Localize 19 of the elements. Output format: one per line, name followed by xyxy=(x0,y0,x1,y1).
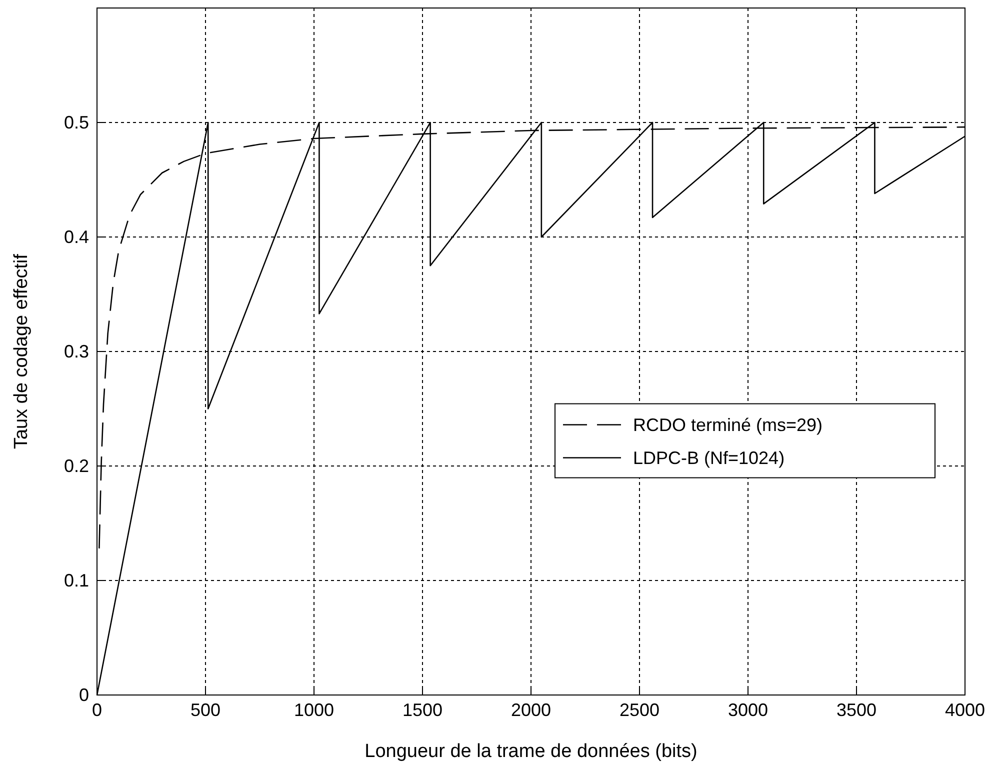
y-tick-label: 0 xyxy=(78,684,89,705)
x-tick-label: 500 xyxy=(190,700,221,720)
y-tick-label: 0.2 xyxy=(64,456,89,476)
x-tick-label: 2500 xyxy=(619,700,660,720)
x-tick-label: 1000 xyxy=(294,700,334,720)
x-tick-label: 2000 xyxy=(510,700,552,720)
legend-label: LDPC-B (Nf=1024) xyxy=(633,448,785,468)
x-axis-title: Longueur de la trame de données (bits) xyxy=(364,741,698,762)
x-tick-label: 1500 xyxy=(402,700,443,720)
x-tick-label: 4000 xyxy=(944,700,986,720)
y-tick-label: 0.5 xyxy=(64,112,89,132)
x-tick-label: 3000 xyxy=(728,700,768,720)
y-axis-title: Taux de codage effectif xyxy=(11,253,32,450)
y-tick-label: 0.4 xyxy=(64,226,89,247)
x-tick-label: 3500 xyxy=(836,700,877,720)
y-tick-label: 0.3 xyxy=(64,341,89,362)
x-tick-label: 0 xyxy=(92,700,102,720)
y-tick-label: 0.1 xyxy=(64,570,89,590)
legend-label: RCDO terminé (ms=29) xyxy=(633,414,823,435)
